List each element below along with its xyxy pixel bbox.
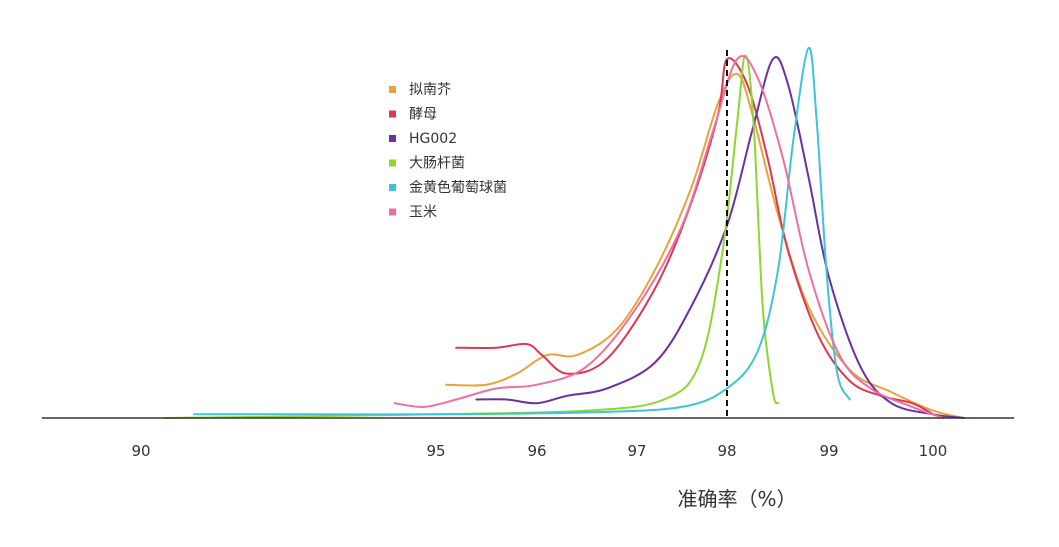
series-layer: [163, 46, 965, 419]
x-tick-label: 90: [131, 442, 150, 460]
x-tick-labels: 90 95 96 97 98 99 100: [131, 442, 947, 460]
legend-swatch: [389, 208, 396, 216]
series-line-4: [193, 46, 851, 416]
series-line-1: [455, 57, 934, 416]
legend-swatch: [389, 184, 396, 191]
legend-label: 金黄色葡萄球菌: [409, 179, 507, 196]
legend-swatch: [389, 86, 396, 93]
legend-label: 拟南芥: [409, 82, 451, 98]
legend-label: 玉米: [409, 205, 437, 221]
series-line-3: [163, 54, 779, 419]
legend-label: 大肠杆菌: [409, 156, 465, 172]
legend-swatch: [389, 135, 396, 142]
legend-swatch: [389, 110, 396, 118]
x-axis-label: 准确率（%）: [677, 487, 796, 511]
x-tick-label: 97: [627, 442, 646, 460]
x-tick-label: 95: [426, 442, 445, 460]
legend-swatch: [389, 159, 396, 167]
legend-label: 酵母: [409, 107, 437, 123]
series-line-0: [445, 72, 965, 419]
x-tick-label: 99: [819, 442, 838, 460]
x-tick-label: 100: [919, 442, 948, 460]
x-tick-label: 96: [527, 442, 546, 460]
x-tick-label: 98: [717, 442, 736, 460]
series-line-5: [393, 55, 945, 419]
legend-label: HG002: [409, 131, 457, 147]
